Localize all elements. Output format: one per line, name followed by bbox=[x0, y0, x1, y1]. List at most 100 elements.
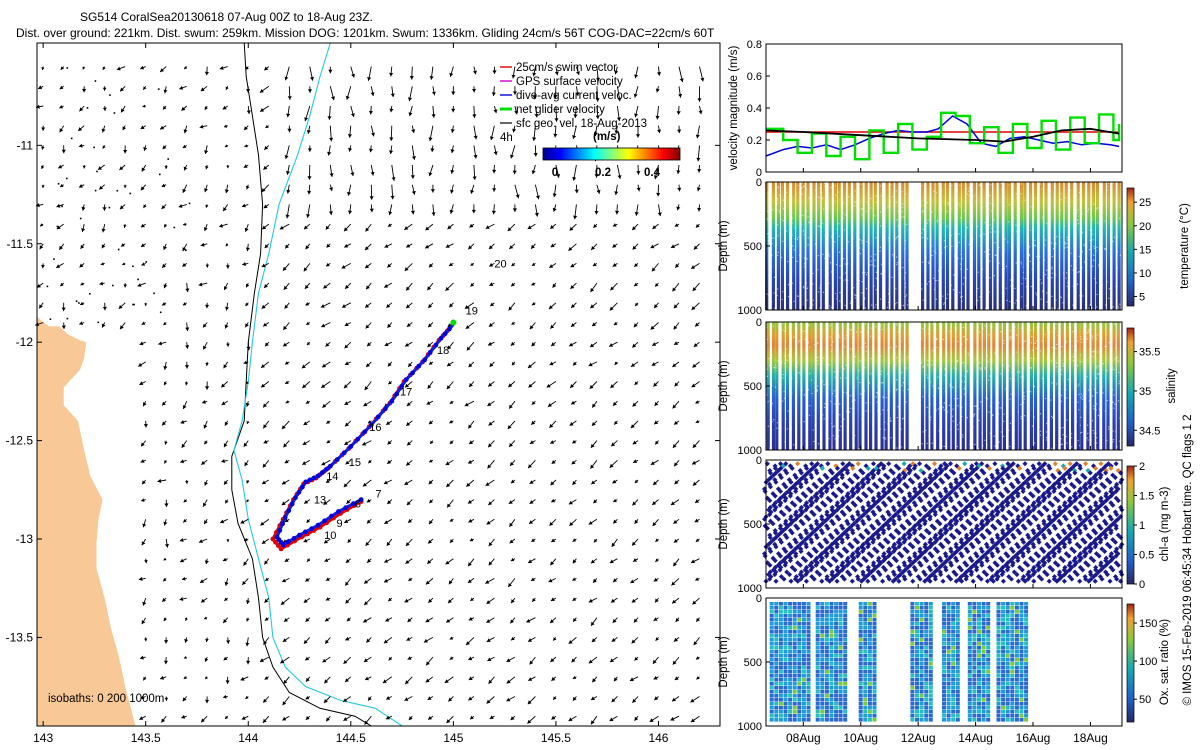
profile-sample bbox=[989, 358, 992, 360]
profile-sample bbox=[876, 401, 878, 403]
profile-sample bbox=[979, 228, 982, 230]
profile-sample bbox=[927, 359, 929, 362]
surface-velocity-arrow-head bbox=[531, 262, 536, 266]
profile-sample bbox=[963, 393, 965, 395]
surface-velocity-arrow-head bbox=[508, 306, 513, 311]
profile-sample bbox=[879, 415, 881, 417]
profile-sample bbox=[816, 389, 818, 391]
surface-velocity-arrow-head bbox=[284, 76, 289, 81]
colorbar-tick-label: 5 bbox=[1139, 292, 1145, 304]
salinity-depth-label: Depth (m) bbox=[718, 360, 730, 411]
profile-sample bbox=[1005, 265, 1007, 267]
surface-velocity-arrow-head bbox=[303, 538, 308, 543]
profile-sample bbox=[1070, 443, 1072, 445]
surface-velocity-arrow-head bbox=[205, 204, 209, 208]
profile-sample bbox=[870, 255, 872, 257]
surface-velocity-arrow-head bbox=[137, 283, 142, 287]
profile-sample bbox=[840, 377, 842, 379]
profile-sample bbox=[1008, 184, 1010, 186]
surface-velocity-arrow-head bbox=[387, 500, 392, 504]
reef-dot bbox=[66, 67, 69, 69]
surface-velocity-arrow-head bbox=[472, 70, 477, 75]
reef-dot bbox=[153, 292, 155, 295]
profile-sample bbox=[803, 234, 805, 236]
surface-velocity-arrow-head bbox=[363, 402, 368, 407]
surface-velocity-arrow-head bbox=[226, 343, 230, 347]
surface-velocity-arrow-head bbox=[282, 638, 287, 642]
profile-sample bbox=[1042, 216, 1044, 218]
profile-sample bbox=[790, 201, 792, 203]
profile-sample bbox=[986, 281, 988, 283]
surface-velocity-arrow-head bbox=[575, 92, 580, 96]
profile-sample bbox=[790, 361, 792, 363]
profile-sample bbox=[1018, 267, 1020, 269]
profile-sample bbox=[899, 423, 901, 425]
surface-velocity-arrow-head bbox=[184, 382, 189, 386]
surface-velocity-arrow-head bbox=[141, 620, 146, 625]
surface-velocity-arrow-head bbox=[508, 583, 512, 587]
surface-velocity-arrow-head bbox=[488, 382, 493, 387]
profile-sample bbox=[807, 342, 809, 344]
profile-sample bbox=[962, 336, 964, 338]
profile-column bbox=[1029, 182, 1033, 310]
profile-sample bbox=[1061, 345, 1063, 348]
profile-sample bbox=[964, 241, 966, 244]
profile-sample bbox=[827, 199, 829, 202]
profile-sample bbox=[1068, 283, 1070, 285]
surface-velocity-arrow-head bbox=[428, 420, 433, 425]
profile-sample bbox=[826, 263, 828, 265]
surface-velocity-arrow-head bbox=[285, 244, 289, 249]
surface-velocity-arrow-head bbox=[464, 402, 469, 407]
profile-sample bbox=[910, 275, 912, 277]
surface-velocity-arrow-head bbox=[139, 381, 144, 385]
profile-sample bbox=[1025, 286, 1028, 288]
profile-sample bbox=[1115, 359, 1117, 361]
profile-sample bbox=[866, 241, 868, 243]
profile-sample bbox=[957, 424, 959, 426]
map-xtick-label: 144.5 bbox=[336, 731, 366, 745]
profile-sample bbox=[1034, 239, 1036, 241]
surface-velocity-arrow-head bbox=[351, 73, 355, 78]
surface-velocity-arrow-head bbox=[611, 442, 616, 447]
profile-sample bbox=[1075, 267, 1077, 269]
surface-velocity-arrow-head bbox=[591, 480, 596, 485]
surface-velocity-arrow-head bbox=[593, 224, 598, 228]
profile-sample bbox=[926, 406, 928, 408]
surface-velocity-arrow-head bbox=[425, 580, 430, 585]
profile-sample bbox=[1108, 288, 1110, 290]
profile-sample bbox=[956, 208, 958, 210]
profile-column bbox=[849, 322, 853, 450]
profile-sample bbox=[1112, 430, 1114, 432]
profile-sample bbox=[815, 356, 818, 358]
profile-sample bbox=[936, 339, 938, 341]
track-end-marker bbox=[450, 319, 457, 326]
profile-sample bbox=[1080, 393, 1082, 395]
surface-velocity-arrow-head bbox=[307, 176, 312, 180]
profile-sample bbox=[936, 219, 938, 222]
surface-velocity-arrow-head bbox=[78, 143, 83, 148]
profile-sample bbox=[772, 325, 774, 327]
profile-sample bbox=[817, 255, 820, 257]
profile-sample bbox=[923, 386, 925, 388]
surface-velocity-arrow-head bbox=[692, 443, 697, 448]
profile-sample bbox=[800, 216, 802, 218]
profile-sample bbox=[1025, 305, 1027, 307]
profile-sample bbox=[824, 406, 826, 408]
profile-sample bbox=[782, 208, 784, 210]
profile-sample bbox=[858, 370, 860, 372]
profile-column bbox=[843, 322, 847, 450]
profile-sample bbox=[814, 189, 817, 191]
profile-sample bbox=[971, 216, 973, 218]
profile-sample bbox=[964, 236, 966, 238]
profile-sample bbox=[965, 277, 967, 280]
profile-sample bbox=[924, 227, 926, 229]
profile-sample bbox=[996, 338, 998, 340]
profile-sample bbox=[1099, 197, 1101, 199]
profile-sample bbox=[960, 253, 962, 255]
profile-sample bbox=[989, 375, 991, 377]
profile-sample bbox=[1048, 296, 1050, 298]
surface-velocity-arrow-head bbox=[38, 85, 43, 90]
profile-sample bbox=[1116, 267, 1118, 269]
profile-sample bbox=[950, 403, 952, 406]
profile-sample bbox=[843, 391, 845, 393]
